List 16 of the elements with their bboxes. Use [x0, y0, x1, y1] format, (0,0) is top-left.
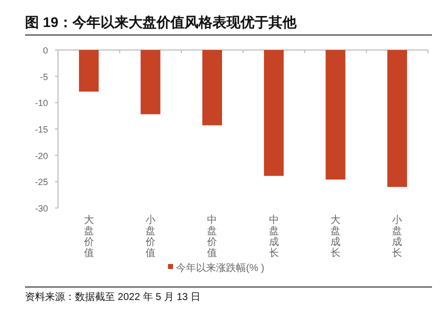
y-tick-label: 0	[42, 46, 48, 56]
legend-label: 今年以来涨跌幅(% )	[176, 262, 264, 274]
y-tick-label: -10	[34, 98, 48, 108]
x-tick-label: 小盘成长	[392, 214, 402, 259]
x-tick-label: 大盘价值	[82, 214, 94, 259]
x-tick-label: 中盘成长	[268, 214, 279, 259]
y-tick-label: -20	[34, 150, 48, 161]
x-tick-label: 中盘价值	[206, 214, 218, 259]
chart-title: 图 19：今年以来大盘价值风格表现优于其他	[25, 14, 298, 30]
x-tick-label: 大盘成长	[330, 214, 340, 259]
text: 资料来源：数据截至 2022 年 5 月 13 日	[25, 291, 201, 303]
y-tick-label: -15	[34, 124, 48, 134]
y-tick-label: -5	[40, 72, 48, 82]
x-tick-label: 小盘价值	[144, 214, 156, 259]
y-tick-label: -30	[34, 204, 48, 214]
y-tick-label: -25	[34, 177, 48, 188]
